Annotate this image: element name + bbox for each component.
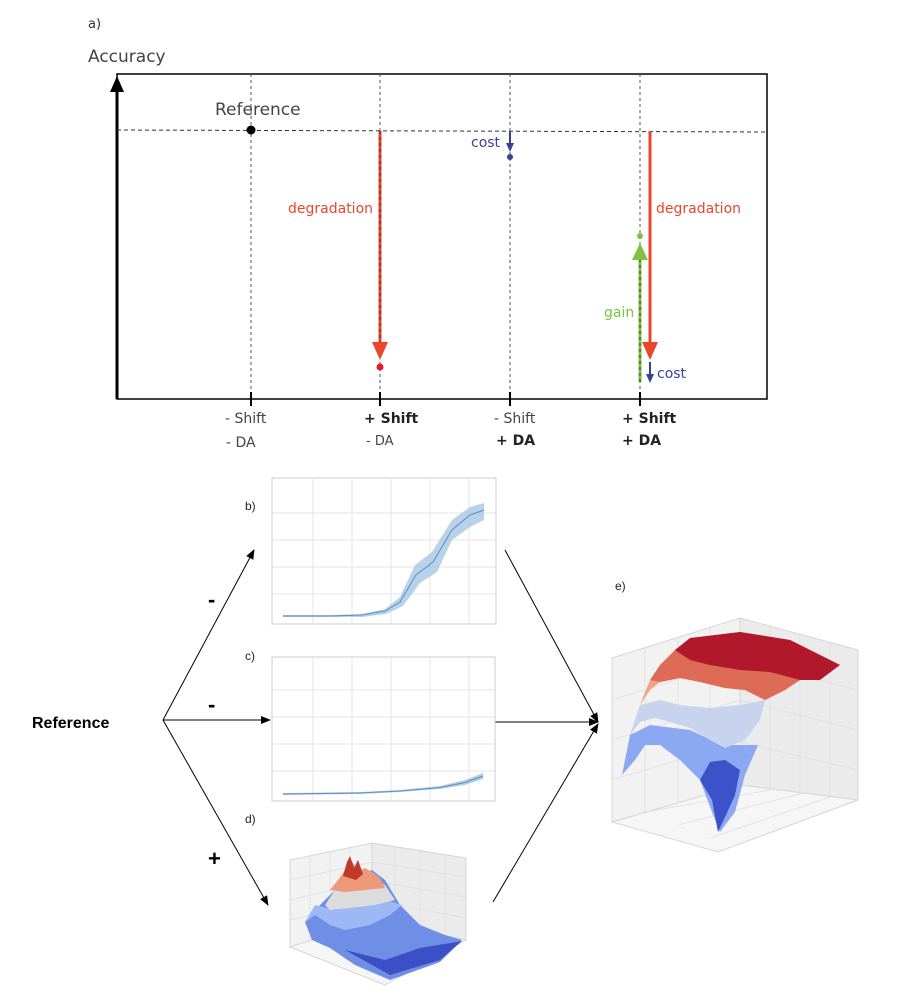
arrow-to-b <box>162 549 255 721</box>
da-point <box>507 154 513 160</box>
degradation-arrowhead-2 <box>642 342 658 360</box>
cond-2-shift: + Shift <box>364 411 419 427</box>
panel-d: d) <box>245 812 468 986</box>
cost-arrowhead-2 <box>646 374 654 383</box>
cond-3-shift: - Shift <box>494 411 536 427</box>
panel-c-line <box>282 775 484 795</box>
degradation-label-2: degradation <box>656 201 741 217</box>
gain-arrowhead <box>632 243 648 260</box>
arrow-b-to-e <box>504 549 599 723</box>
panel-e-surface-deep <box>700 760 740 832</box>
y-axis-label: Accuracy <box>88 47 166 67</box>
cond-4-shift: + Shift <box>622 411 677 427</box>
panel-b-label: b) <box>245 499 256 513</box>
degradation-arrowhead-1 <box>372 342 388 360</box>
cond-4-da: + DA <box>622 433 661 449</box>
panel-c: c) <box>245 649 496 802</box>
sign-d: + <box>208 846 221 871</box>
shift-da-point <box>637 233 643 239</box>
panel-c-label: c) <box>245 649 255 663</box>
reference-line <box>116 129 768 133</box>
plot-frame <box>116 73 768 400</box>
reference-node: Reference <box>32 715 109 732</box>
panel-e-floor <box>610 784 859 853</box>
panel-c-frame <box>271 656 496 802</box>
panel-d-label: d) <box>245 812 256 826</box>
sign-c: - <box>208 692 215 717</box>
panel-d-surface-mid <box>305 900 402 930</box>
cost-label-1: cost <box>471 135 501 151</box>
panel-e-label: e) <box>615 579 626 593</box>
cost-arrowhead-1 <box>506 143 514 152</box>
panel-b-band <box>283 503 484 617</box>
reference-label: Reference <box>215 100 301 120</box>
panel-d-surface-low <box>345 941 462 975</box>
sign-b: - <box>208 587 215 612</box>
panel-e-surface-plateau <box>675 632 840 680</box>
cond-1-shift: - Shift <box>225 411 267 427</box>
cost-label-2: cost <box>657 366 687 382</box>
arrow-d-to-e <box>492 723 599 903</box>
panel-b: b) <box>245 477 497 625</box>
panel-e-surface-mid <box>630 700 765 748</box>
panel-c-band <box>283 773 483 795</box>
cond-3-da: + DA <box>496 433 535 449</box>
y-axis-arrowhead <box>110 76 124 92</box>
shift-point <box>376 363 384 371</box>
panel-b-grid <box>272 478 496 624</box>
panel-b-line <box>283 509 485 617</box>
cond-1-da: - DA <box>226 435 256 451</box>
arrow-to-d <box>162 719 269 906</box>
panel-e: e) <box>610 579 859 853</box>
gain-label: gain <box>604 305 634 321</box>
panel-a: a) Accuracy Reference degradation cos <box>88 17 768 451</box>
panel-d-surface-peak <box>343 856 363 880</box>
panel-c-grid <box>272 657 495 801</box>
panel-a-label: a) <box>88 17 101 32</box>
cond-2-da: - DA <box>366 434 394 449</box>
panel-b-frame <box>271 477 497 625</box>
degradation-label-1: degradation <box>288 201 373 217</box>
flow-diagram: Reference - - + <box>32 549 599 906</box>
reference-point <box>246 125 256 135</box>
